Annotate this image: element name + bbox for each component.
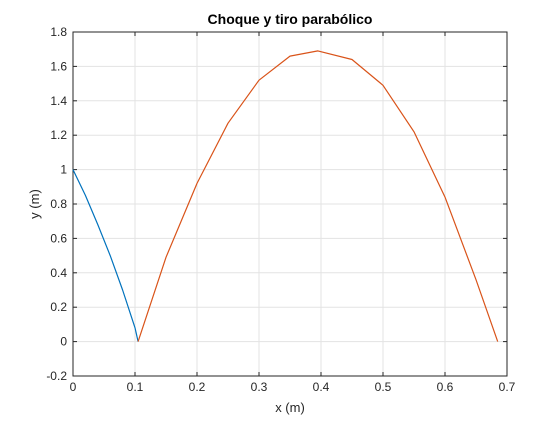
series-line-1 <box>72 169 139 342</box>
y-tick-label: 1 <box>60 163 67 177</box>
series-layer <box>72 50 499 342</box>
grid-layer <box>72 31 508 377</box>
y-tick-label: 1.6 <box>50 59 67 73</box>
y-tick-label: 1.8 <box>50 25 67 39</box>
y-axis-label: y (m) <box>27 189 42 219</box>
y-tick-label: 0.6 <box>50 231 67 245</box>
x-tick-label: 0 <box>70 380 77 394</box>
x-tick-label: 0.4 <box>313 380 330 394</box>
series-line-2 <box>137 50 499 342</box>
y-tick-label: 0.4 <box>50 266 67 280</box>
y-tick-label: 1.4 <box>50 94 67 108</box>
y-tick-label: 0.8 <box>50 197 67 211</box>
x-tick-label: 0.3 <box>251 380 268 394</box>
x-tick-label: 0.2 <box>189 380 206 394</box>
y-tick-label: 0 <box>60 335 67 349</box>
x-tick-label: 0.5 <box>375 380 392 394</box>
x-tick-label: 0.1 <box>127 380 144 394</box>
x-axis-label: x (m) <box>275 400 305 415</box>
y-tick-label: -0.2 <box>46 369 67 383</box>
y-tick-label: 1.2 <box>50 128 67 142</box>
tick-layer: 0 0.1 0.2 0.3 0.4 0.5 0.6 0.7-0.200.20.40.60.81… <box>46 25 515 394</box>
x-tick-label: 0.7 <box>499 380 516 394</box>
chart-title: Choque y tiro parabólico <box>208 11 373 27</box>
y-tick-label: 0.2 <box>50 300 67 314</box>
x-tick-label: 0.6 <box>437 380 454 394</box>
